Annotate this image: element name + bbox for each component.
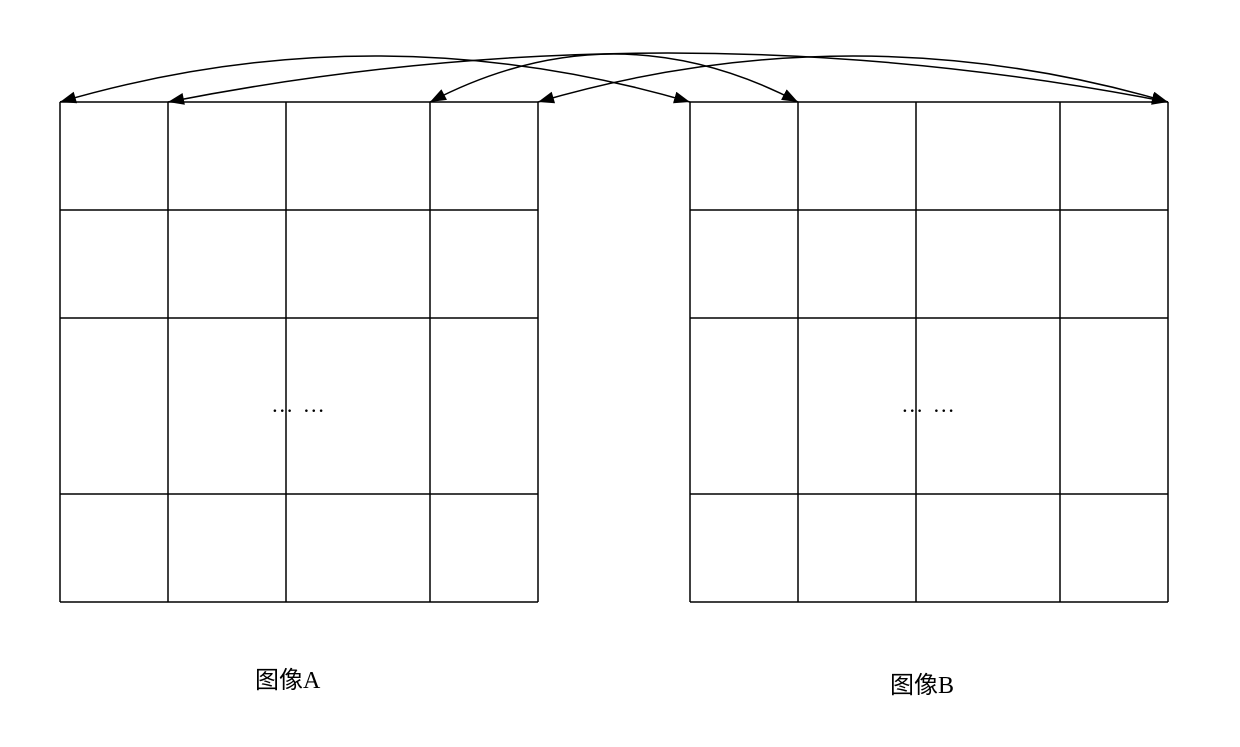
- mapping-arrow-0: [60, 56, 690, 102]
- caption-image-B: 图像B: [890, 665, 954, 700]
- grid-image-B: … …: [690, 102, 1168, 602]
- ellipsis-A: … …: [271, 392, 327, 417]
- grid-image-A: … …: [60, 102, 538, 602]
- mapping-arrow-1: [168, 53, 1168, 102]
- diagram-svg: … … … …: [0, 0, 1240, 747]
- ellipsis-B: … …: [901, 392, 957, 417]
- mapping-arrow-3: [538, 56, 1168, 102]
- diagram-root: … … … … 图像A 图像B: [0, 0, 1240, 747]
- caption-image-A: 图像A: [255, 660, 320, 695]
